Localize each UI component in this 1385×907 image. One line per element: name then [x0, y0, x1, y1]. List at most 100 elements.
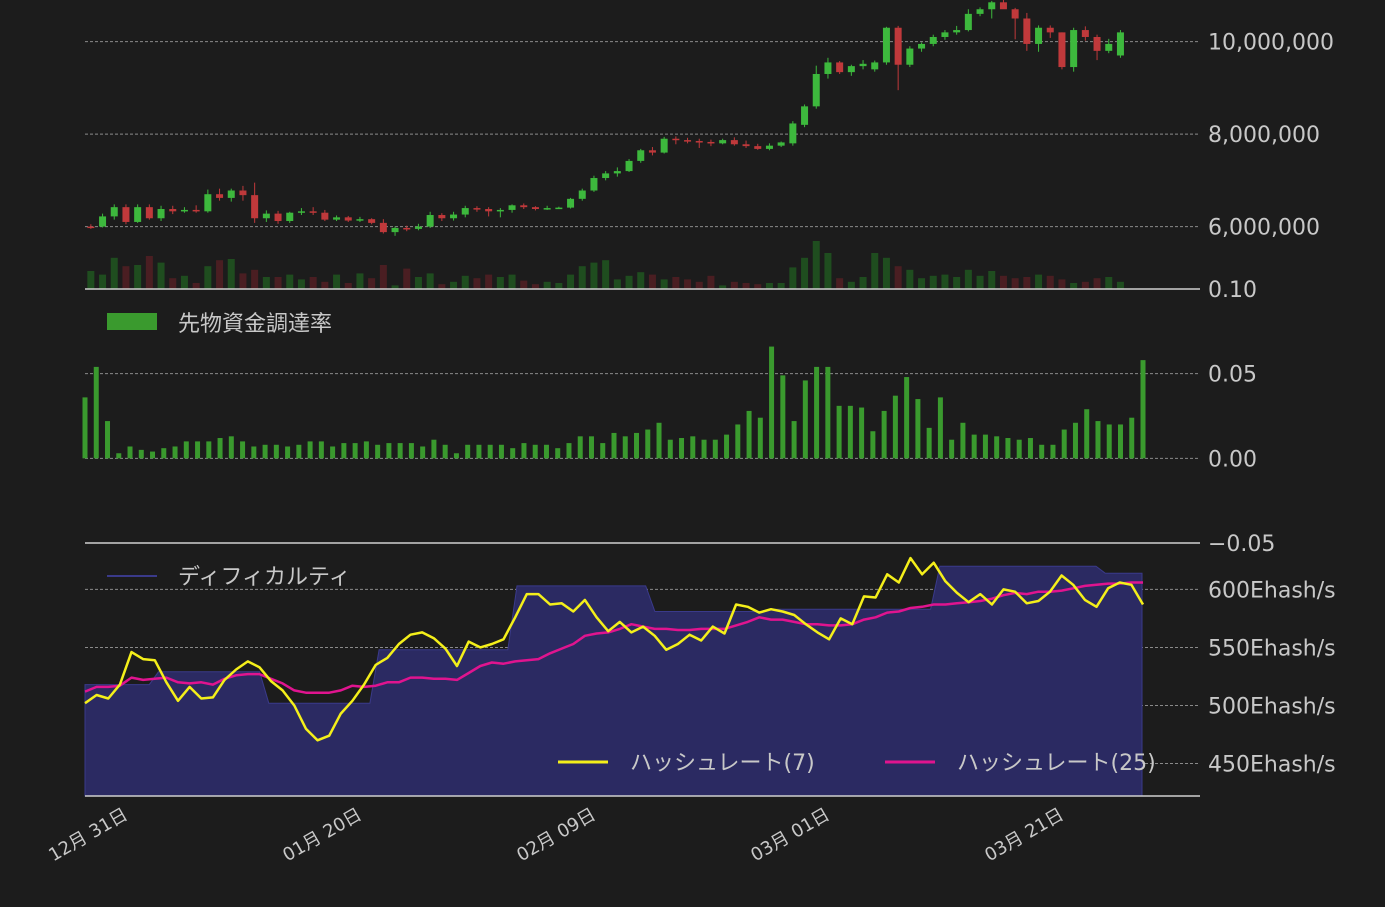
candle-42 — [578, 188, 586, 201]
candle-body-1 — [99, 216, 107, 227]
funding-bar-50 — [645, 429, 651, 459]
candle-body-55 — [730, 140, 738, 145]
volume-bar-20 — [321, 281, 329, 289]
candle-23 — [356, 216, 364, 222]
candle-75 — [964, 9, 972, 32]
funding-bar-82 — [1005, 438, 1011, 459]
funding-bar-92 — [1117, 424, 1123, 459]
candle-3 — [122, 204, 130, 225]
candle-65 — [847, 64, 855, 76]
volume-bar-48 — [648, 274, 656, 289]
candle-24 — [368, 218, 376, 225]
funding-bar-14 — [240, 441, 246, 459]
hash7-legend: ハッシュレート(7) — [558, 751, 815, 776]
funding-bar-39 — [521, 443, 527, 459]
candle-79 — [1011, 7, 1019, 40]
funding-bar-57 — [724, 434, 730, 459]
funding-bar-20 — [307, 441, 313, 459]
volume-bar-17 — [286, 274, 294, 289]
volume-bar-57 — [754, 284, 762, 289]
funding-bar-25 — [363, 441, 369, 459]
candle-body-88 — [1116, 32, 1124, 56]
funding-bar-23 — [341, 443, 347, 459]
funding-bar-63 — [791, 421, 797, 459]
volume-bar-65 — [847, 281, 855, 289]
funding-bar-53 — [679, 438, 685, 459]
funding-bar-61 — [769, 346, 775, 459]
hash-tick-label-3: 450Ehash/s — [1208, 753, 1336, 778]
funding-bar-0 — [82, 397, 88, 459]
funding-bar-24 — [352, 443, 358, 459]
candle-13 — [239, 185, 247, 201]
candle-body-25 — [379, 222, 387, 233]
candle-body-8 — [180, 209, 188, 212]
candle-52 — [695, 138, 703, 148]
funding-bar-27 — [386, 443, 392, 459]
price-candles — [87, 0, 1124, 236]
volume-bar-52 — [695, 281, 703, 289]
candle-70 — [906, 46, 914, 68]
candle-body-82 — [1046, 27, 1054, 33]
volume-bar-12 — [227, 259, 235, 289]
funding-bar-65 — [814, 366, 820, 459]
difficulty-legend-label: ディフィカルティ — [178, 565, 351, 590]
funding-bar-85 — [1039, 444, 1045, 459]
candle-body-61 — [801, 106, 809, 125]
candle-body-49 — [660, 138, 668, 153]
candle-body-87 — [1105, 43, 1113, 51]
candle-body-40 — [555, 207, 563, 210]
candle-28 — [414, 223, 422, 231]
candle-body-43 — [590, 178, 598, 191]
volume-bar-40 — [555, 283, 563, 289]
candle-body-67 — [871, 62, 879, 70]
volume-bar-62 — [812, 241, 820, 289]
candle-34 — [485, 207, 493, 217]
volume-bar-3 — [122, 266, 130, 289]
candle-body-62 — [812, 73, 820, 107]
funding-bar-87 — [1061, 429, 1067, 459]
candle-body-46 — [625, 160, 633, 172]
funding-bar-43 — [566, 443, 572, 459]
volume-bar-60 — [789, 267, 797, 289]
candle-7 — [169, 205, 177, 215]
candle-body-41 — [567, 198, 575, 208]
candle-85 — [1081, 26, 1089, 41]
volume-bar-0 — [87, 271, 95, 289]
candle-46 — [625, 159, 633, 173]
funding-bar-89 — [1084, 409, 1090, 459]
volume-bar-46 — [625, 275, 633, 289]
price-tick-label-0: 6,000,000 — [1208, 216, 1320, 241]
candle-82 — [1046, 25, 1054, 38]
funding-bar-45 — [588, 436, 594, 459]
funding-bar-58 — [735, 424, 741, 459]
funding-tick-label-2: 0.00 — [1208, 447, 1257, 472]
funding-bar-79 — [971, 434, 977, 459]
candle-54 — [719, 138, 727, 145]
funding-bar-12 — [217, 438, 223, 459]
candle-88 — [1116, 30, 1124, 58]
candle-body-74 — [953, 30, 961, 33]
candle-4 — [134, 204, 142, 223]
candle-56 — [742, 140, 750, 148]
candle-39 — [543, 205, 551, 210]
funding-legend-label: 先物資金調達率 — [178, 312, 332, 337]
candle-body-23 — [356, 219, 364, 221]
candle-body-19 — [309, 211, 317, 213]
candle-body-48 — [648, 150, 656, 153]
funding-bar-59 — [746, 410, 752, 459]
candle-body-44 — [602, 173, 610, 179]
candle-80 — [1023, 12, 1031, 51]
funding-bar-30 — [420, 446, 426, 459]
volume-bar-23 — [356, 273, 364, 289]
hashrate-lines — [84, 556, 1145, 742]
funding-bar-7 — [161, 448, 167, 459]
candle-body-24 — [368, 219, 376, 223]
candle-body-14 — [251, 195, 259, 219]
candle-87 — [1105, 38, 1113, 54]
candle-5 — [145, 204, 153, 220]
candle-81 — [1035, 25, 1043, 52]
funding-bar-49 — [634, 432, 640, 459]
difficulty-area — [84, 565, 1143, 797]
candle-body-4 — [134, 207, 142, 222]
candle-50 — [672, 136, 680, 145]
